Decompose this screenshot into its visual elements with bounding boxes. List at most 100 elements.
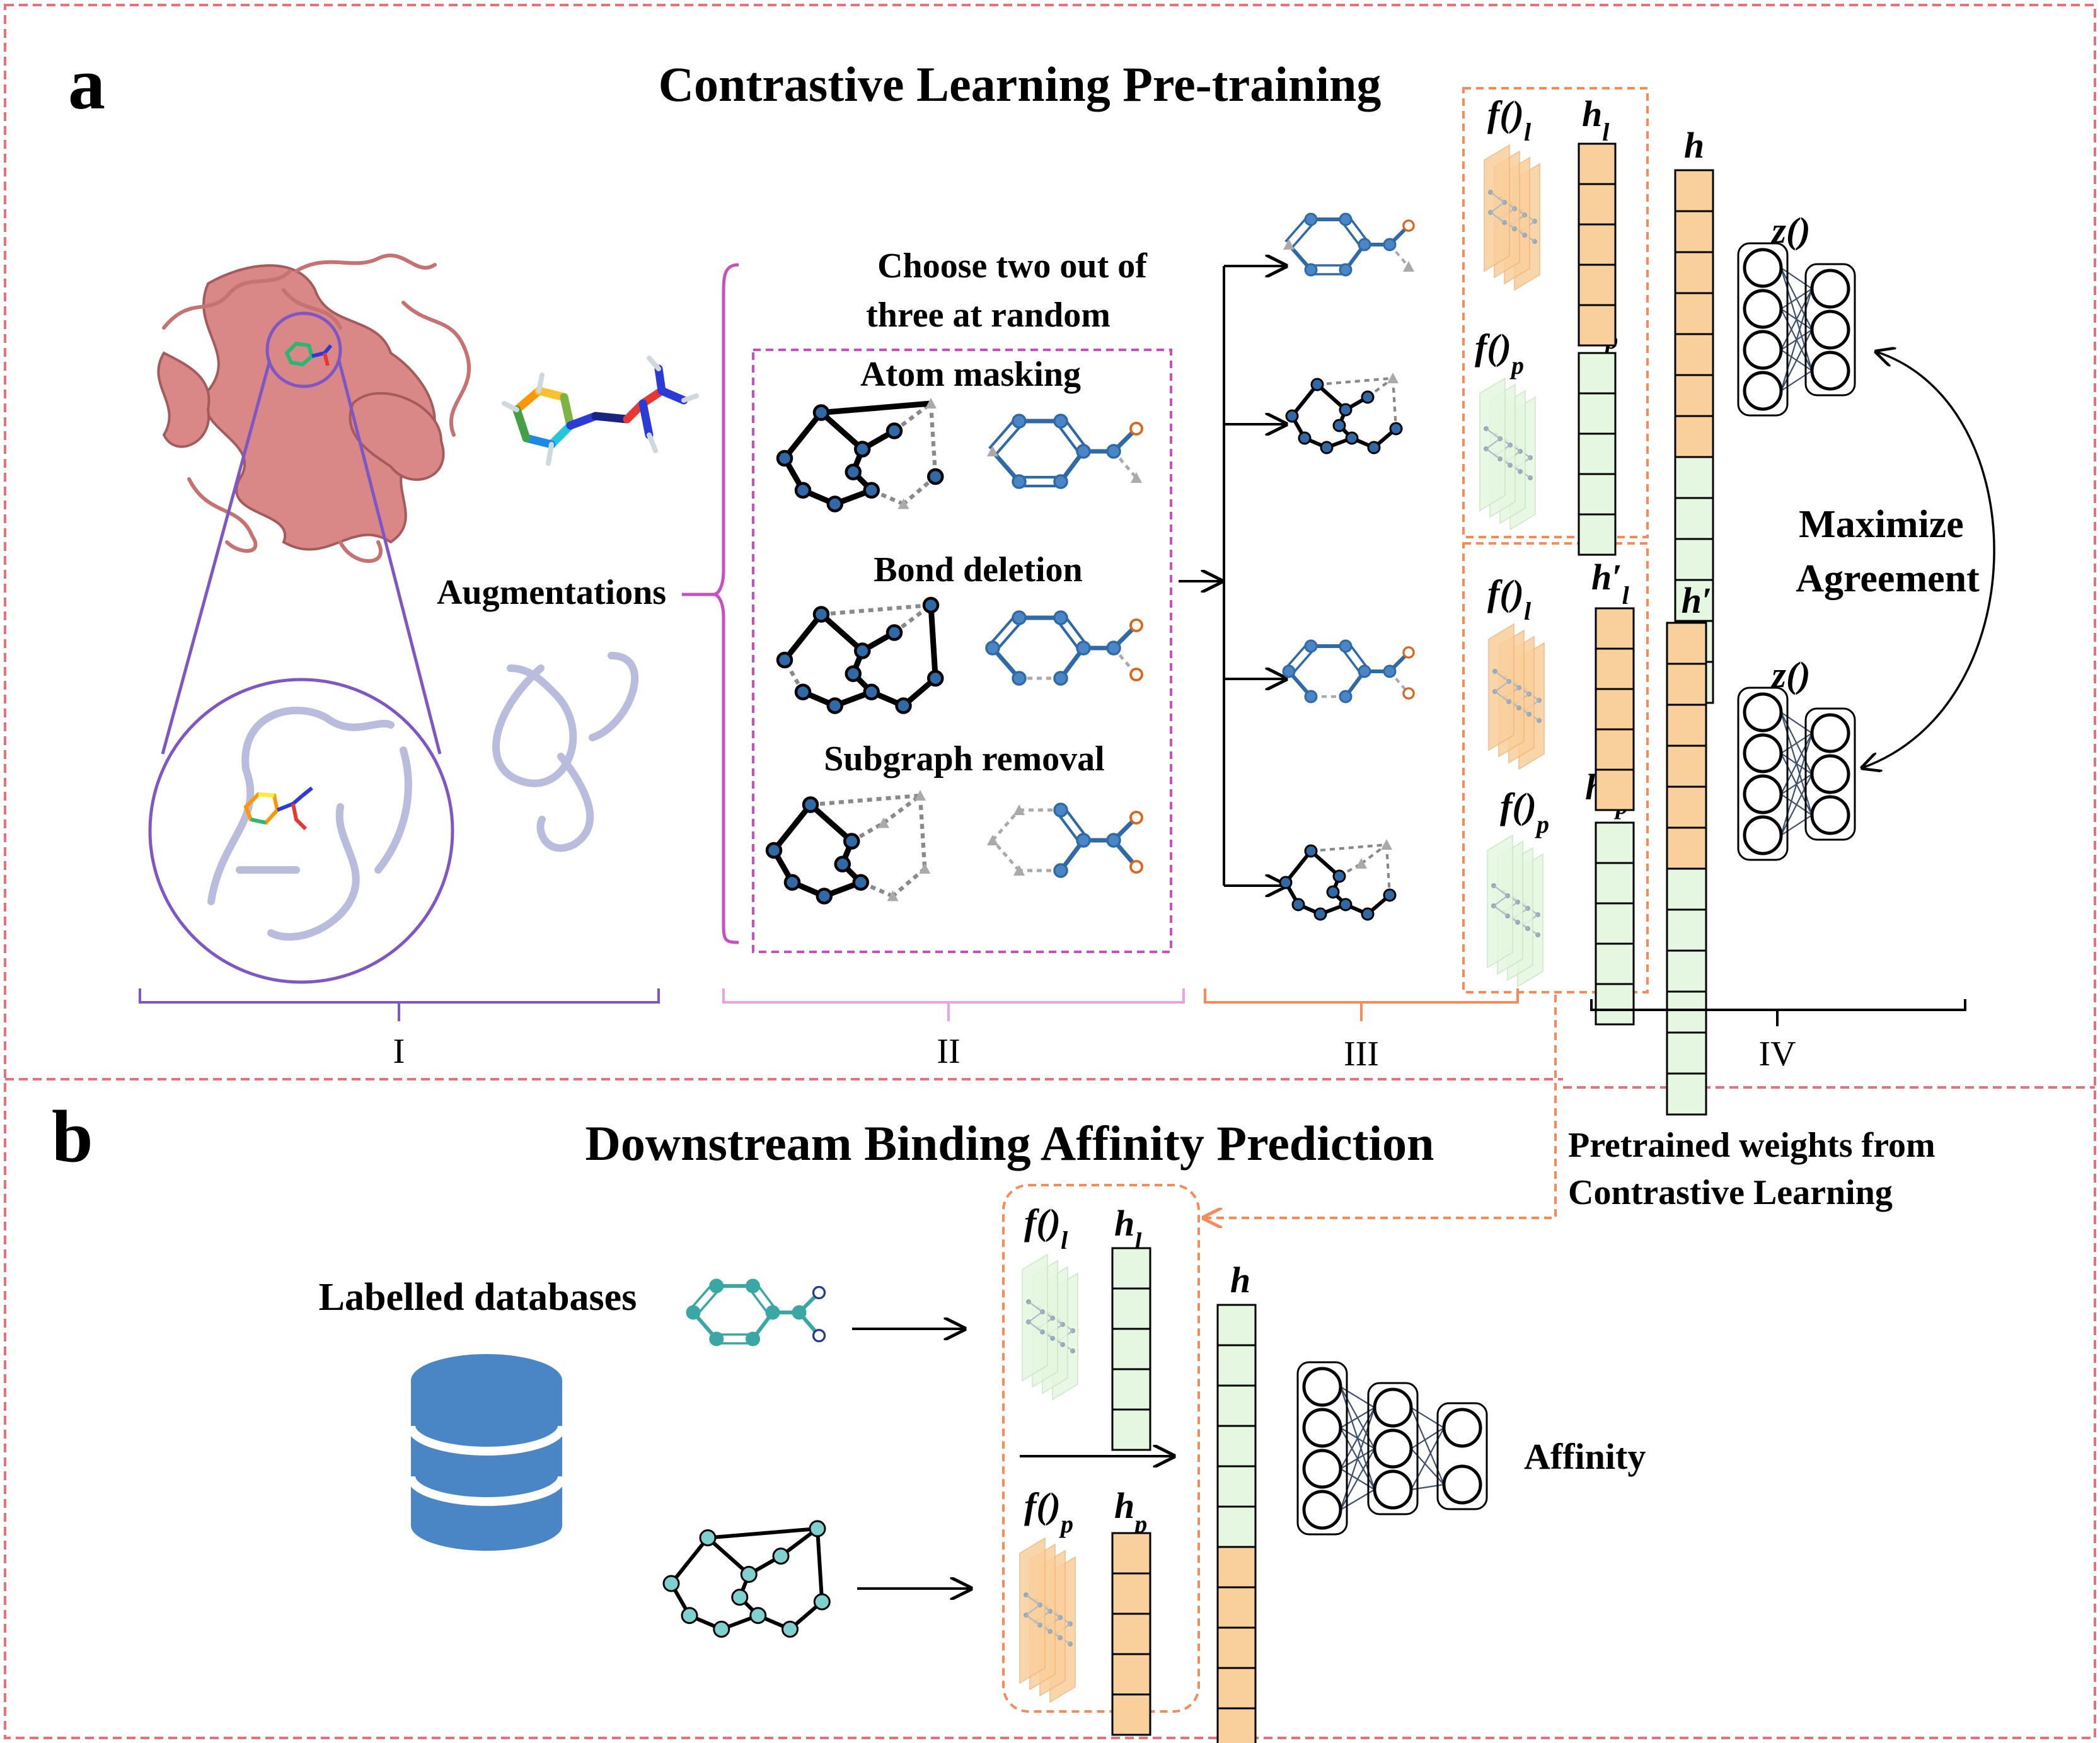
ligand-3d (502, 356, 699, 466)
mlp-neuron (1810, 350, 1850, 391)
graph-node (731, 1589, 749, 1606)
graph-node-oxygen (1129, 811, 1143, 825)
mlp-neuron (1743, 692, 1783, 733)
augmented-protein-view-2 (1279, 839, 1397, 921)
mlp-neuron (1302, 1490, 1342, 1530)
section-ii-label: II (937, 1032, 960, 1071)
protein-strand (492, 652, 639, 852)
vector-cell (1666, 704, 1707, 747)
mlp-neuron (1743, 330, 1783, 370)
graph-node (1339, 639, 1353, 653)
graph-edge (1348, 642, 1370, 669)
graph-node (1332, 419, 1346, 432)
graph-node (713, 1621, 730, 1638)
mlp-neuron (1373, 1387, 1413, 1428)
graph-node (826, 495, 843, 512)
graph-node (776, 651, 793, 669)
graph-node (1361, 907, 1375, 921)
graph-node (1304, 212, 1318, 226)
agreement-arrow (1862, 352, 1995, 768)
projection-head-view-2 (1737, 686, 1856, 861)
graph-node (1106, 444, 1121, 459)
choose-label-line1: Choose two out of (877, 246, 1148, 286)
mlp-neuron (1302, 1367, 1342, 1407)
vector-cell (1674, 333, 1714, 376)
graph-edge (1063, 614, 1088, 647)
vector-cell (1578, 352, 1617, 395)
vector-cell (1111, 1613, 1151, 1655)
graph-node (1076, 640, 1091, 656)
section-i-label: I (393, 1032, 405, 1071)
projection-head-label-view-1: z() (1770, 210, 1810, 251)
vector-cell (1674, 579, 1714, 622)
graph-edge-dashed (991, 809, 1020, 842)
protein-encoder-stack-downstream (1019, 1537, 1076, 1703)
graph-edge (669, 1536, 710, 1585)
graph-node (1332, 869, 1346, 883)
vector-cell (1666, 1031, 1707, 1075)
graph-edge (1291, 648, 1315, 675)
masked-node (1131, 472, 1142, 483)
graph-edge-dashed (1310, 843, 1387, 853)
mlp-connection (1780, 773, 1813, 836)
ligand-encoder-label-downstream: f()l (1024, 1202, 1068, 1254)
graph-node (1339, 898, 1353, 912)
protein-encoder-stack-view-1 (1479, 377, 1536, 531)
augmentations-label: Augmentations (437, 573, 666, 612)
zoom-lines (161, 360, 442, 755)
graph-edge (928, 605, 938, 679)
vector-cell (1595, 688, 1635, 731)
graph-node (1076, 833, 1091, 848)
masked-node (1013, 804, 1025, 815)
mlp-layer-box (1804, 707, 1856, 841)
vector-cell (1595, 647, 1635, 690)
encoder-mini-edge (1492, 885, 1509, 917)
mlp-connection (1780, 733, 1813, 836)
graph-node (746, 1331, 760, 1346)
vector-cell (1595, 607, 1635, 650)
graph-node (845, 463, 862, 480)
ligand-encoder-label-view-1: f()l (1487, 93, 1532, 146)
protein-structure (157, 253, 471, 563)
graph-node-oxygen (1129, 618, 1143, 632)
mlp-connection (1780, 814, 1813, 836)
mlp-layer-box (1737, 242, 1789, 417)
view-distribution-arrows (1179, 266, 1286, 886)
maximize-label-line2: Agreement (1796, 557, 1980, 600)
graph-node (699, 1529, 717, 1546)
graph-node (1339, 212, 1353, 226)
graph-edge-dashed (928, 403, 938, 477)
mlp-neuron (1302, 1449, 1342, 1489)
mlp-connection (1780, 733, 1813, 795)
encoder-mini-edge (1494, 671, 1510, 702)
mlp-connection (1780, 288, 1813, 350)
mlp-connection (1780, 370, 1813, 391)
ligand-encoder-label-view-2: f()l (1487, 572, 1532, 625)
graph-node (1326, 885, 1340, 899)
vector-cell (1674, 497, 1714, 540)
vector-cell (1666, 867, 1707, 911)
graph-node (922, 596, 940, 614)
graph-node (863, 482, 880, 499)
mlp-neuron (1743, 733, 1783, 773)
graph-node (1012, 414, 1027, 429)
vector-cell (1595, 902, 1635, 945)
graph-node (802, 796, 819, 813)
graph-node (1304, 844, 1318, 858)
graph-node (776, 449, 793, 467)
graph-edge (1290, 383, 1319, 417)
vector-cell (1578, 432, 1617, 475)
protein-graph-bond-deletion (776, 596, 944, 714)
vector-cell (1666, 908, 1707, 952)
ligand-graph-subgraph-removal (987, 802, 1143, 878)
masked-node (987, 835, 998, 845)
graph-node (709, 1278, 724, 1294)
pretrained-encoder-box (1002, 1184, 1200, 1713)
graph-edge-dashed (1317, 376, 1393, 386)
vector-cell (1216, 1465, 1257, 1508)
graph-edge (707, 1536, 751, 1576)
graph-node (794, 683, 812, 700)
graph-node (1345, 431, 1359, 445)
mlp-neuron (1373, 1428, 1413, 1469)
graph-node (1106, 833, 1121, 848)
